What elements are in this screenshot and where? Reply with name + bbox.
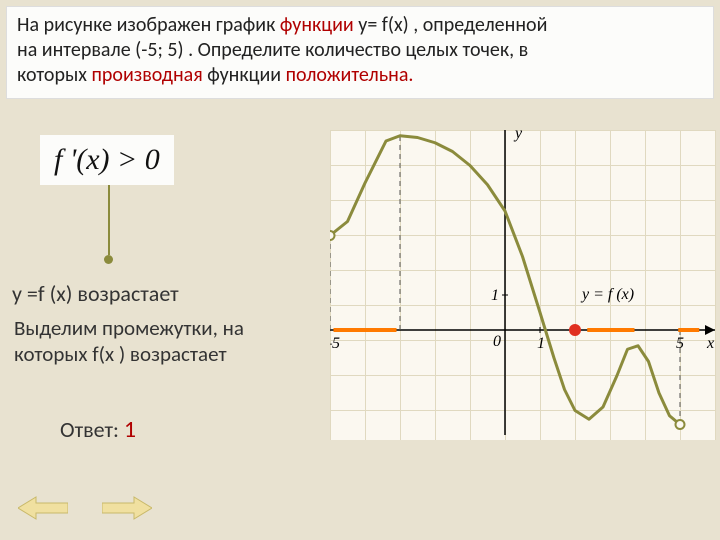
txt: y =f (x) xyxy=(12,280,77,307)
svg-text:x: x xyxy=(706,335,714,352)
nav-prev-icon[interactable] xyxy=(18,495,68,521)
answer: Ответ: 1 xyxy=(60,415,136,444)
txt: возрастает xyxy=(77,280,178,307)
svg-text:y = f (x): y = f (x) xyxy=(580,286,634,303)
answer-value: 1 xyxy=(124,415,136,444)
svg-text:5: 5 xyxy=(676,335,684,352)
increasing-statement: y =f (x) возрастает xyxy=(12,280,179,307)
svg-text:–5: –5 xyxy=(330,335,340,352)
formula-box: f '(x) > 0 xyxy=(40,135,174,185)
txt: функции xyxy=(280,13,354,37)
svg-text:1: 1 xyxy=(491,287,499,304)
txt: y= f(x) , определенной xyxy=(354,13,548,37)
formula-text: f '(x) > 0 xyxy=(54,143,160,176)
txt: положительна. xyxy=(286,63,414,87)
graph: y x –5 0 1 1 5 y = f (x) xyxy=(330,130,716,440)
svg-text:0: 0 xyxy=(493,333,501,350)
connector-dot xyxy=(104,255,113,264)
svg-text:y: y xyxy=(513,130,523,142)
nav-next-icon[interactable] xyxy=(102,495,152,521)
txt: функции xyxy=(203,63,286,87)
connector-line xyxy=(108,185,110,255)
txt: На рисунке изображен график xyxy=(17,13,280,37)
txt: на интервале (-5; 5) . Определите количе… xyxy=(17,38,528,62)
nav-arrows xyxy=(18,495,182,526)
problem-statement: На рисунке изображен график функции y= f… xyxy=(6,6,714,99)
txt: производная xyxy=(91,63,202,87)
graph-svg: y x –5 0 1 1 5 y = f (x) xyxy=(330,130,716,440)
explanation: Выделим промежутки, на которых f(x ) воз… xyxy=(14,315,314,368)
txt: которых xyxy=(17,63,91,87)
svg-text:1: 1 xyxy=(537,335,545,352)
answer-label: Ответ: xyxy=(60,416,124,443)
